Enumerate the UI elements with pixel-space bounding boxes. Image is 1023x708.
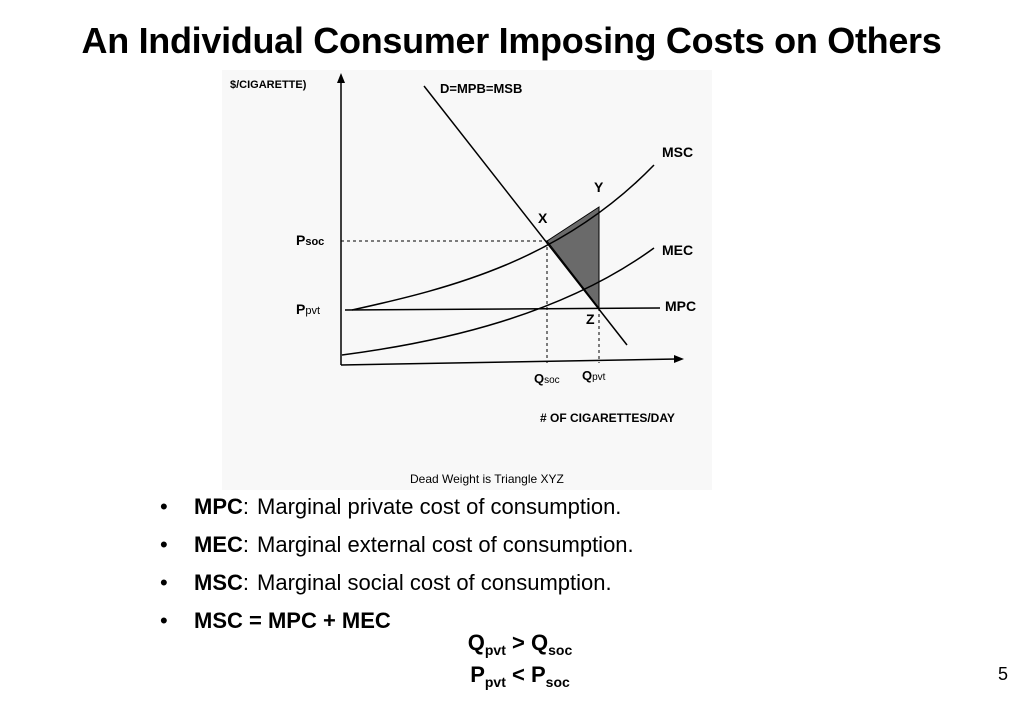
bullet-sep: : <box>242 494 250 519</box>
ineq-right-sub: soc <box>548 642 573 658</box>
quantity-inequality: Qpvt > Qsoc <box>420 630 620 658</box>
mec-curve <box>341 247 655 356</box>
diagram-caption: Dead Weight is Triangle XYZ <box>410 472 564 486</box>
p-pvt-label: Ppvt <box>296 301 320 317</box>
price-inequality: Ppvt < Psoc <box>420 662 620 690</box>
bullet-glyph: • <box>160 532 168 557</box>
y-axis-arrow <box>337 73 345 83</box>
ineq-left-sub: pvt <box>484 674 506 690</box>
q-soc-sub: soc <box>544 375 560 386</box>
externality-diagram: $/CIGARETTE) D=MPB=MSB MSC MEC MPC Y X Z… <box>222 70 712 490</box>
bullet-term: MPC <box>194 494 243 519</box>
x-axis <box>340 358 678 366</box>
bullet-sep: : <box>242 570 250 595</box>
q-soc-label: Qsoc <box>534 371 560 386</box>
q-pvt-main: Q <box>582 368 592 383</box>
bullet-term: MEC <box>194 532 243 557</box>
p-soc-sub: soc <box>305 236 324 248</box>
x-axis-arrow <box>674 355 684 363</box>
ineq-op: > <box>512 630 525 655</box>
bullet-msc: • MSC: Marginal social cost of consumptio… <box>158 568 634 606</box>
p-pvt-sub: pvt <box>305 305 320 317</box>
bullet-glyph: • <box>160 570 168 595</box>
bullet-text: Marginal social cost of consumption. <box>257 570 612 595</box>
p-pvt-main: P <box>296 301 305 317</box>
bullet-mpc: • MPC: Marginal private cost of consumpti… <box>158 492 634 530</box>
bullet-mec: • MEC: Marginal external cost of consumpt… <box>158 530 634 568</box>
msc-curve <box>351 164 655 311</box>
slide-title: An Individual Consumer Imposing Costs on… <box>81 20 942 61</box>
bullet-identity: • MSC = MPC + MEC <box>158 606 634 644</box>
ineq-right: Q <box>530 630 549 655</box>
definition-list: • MPC: Marginal private cost of consumpti… <box>158 492 634 644</box>
bullet-text: Marginal private cost of consumption. <box>257 494 622 519</box>
page-number: 5 <box>998 664 1009 684</box>
msc-label: MSC <box>662 144 693 160</box>
mpc-label: MPC <box>665 298 696 314</box>
q-soc-main: Q <box>534 371 544 386</box>
ineq-right-sub: soc <box>545 674 570 690</box>
ineq-right: P <box>530 662 546 687</box>
deadweight-triangle <box>546 206 600 310</box>
bullet-glyph: • <box>160 608 168 633</box>
point-x-label: X <box>538 210 548 226</box>
ineq-op: < <box>512 662 525 687</box>
y-axis-label: $/CIGARETTE) <box>230 79 307 91</box>
p-soc-main: P <box>296 232 305 248</box>
ineq-left: P <box>470 662 485 687</box>
q-pvt-label: Qpvt <box>582 368 606 383</box>
bullet-sep: : <box>242 532 250 557</box>
q-pvt-sub: pvt <box>592 372 606 383</box>
bullet-glyph: • <box>160 494 168 519</box>
ineq-left: Q <box>467 630 485 655</box>
bullet-term: MSC = MPC + MEC <box>194 608 391 633</box>
demand-label: D=MPB=MSB <box>440 81 522 96</box>
point-y-label: Y <box>594 179 604 195</box>
mpc-curve <box>344 307 661 311</box>
demand-curve <box>423 85 628 346</box>
x-axis-label: # OF CIGARETTES/DAY <box>540 411 675 425</box>
point-z-label: Z <box>586 311 595 327</box>
p-soc-label: Psoc <box>296 232 324 248</box>
diagram-svg: $/CIGARETTE) D=MPB=MSB MSC MEC MPC Y X Z… <box>230 73 696 486</box>
bullet-term: MSC <box>194 570 243 595</box>
ineq-left-sub: pvt <box>484 642 506 658</box>
bullet-text: Marginal external cost of consumption. <box>257 532 634 557</box>
mec-label: MEC <box>662 242 693 258</box>
